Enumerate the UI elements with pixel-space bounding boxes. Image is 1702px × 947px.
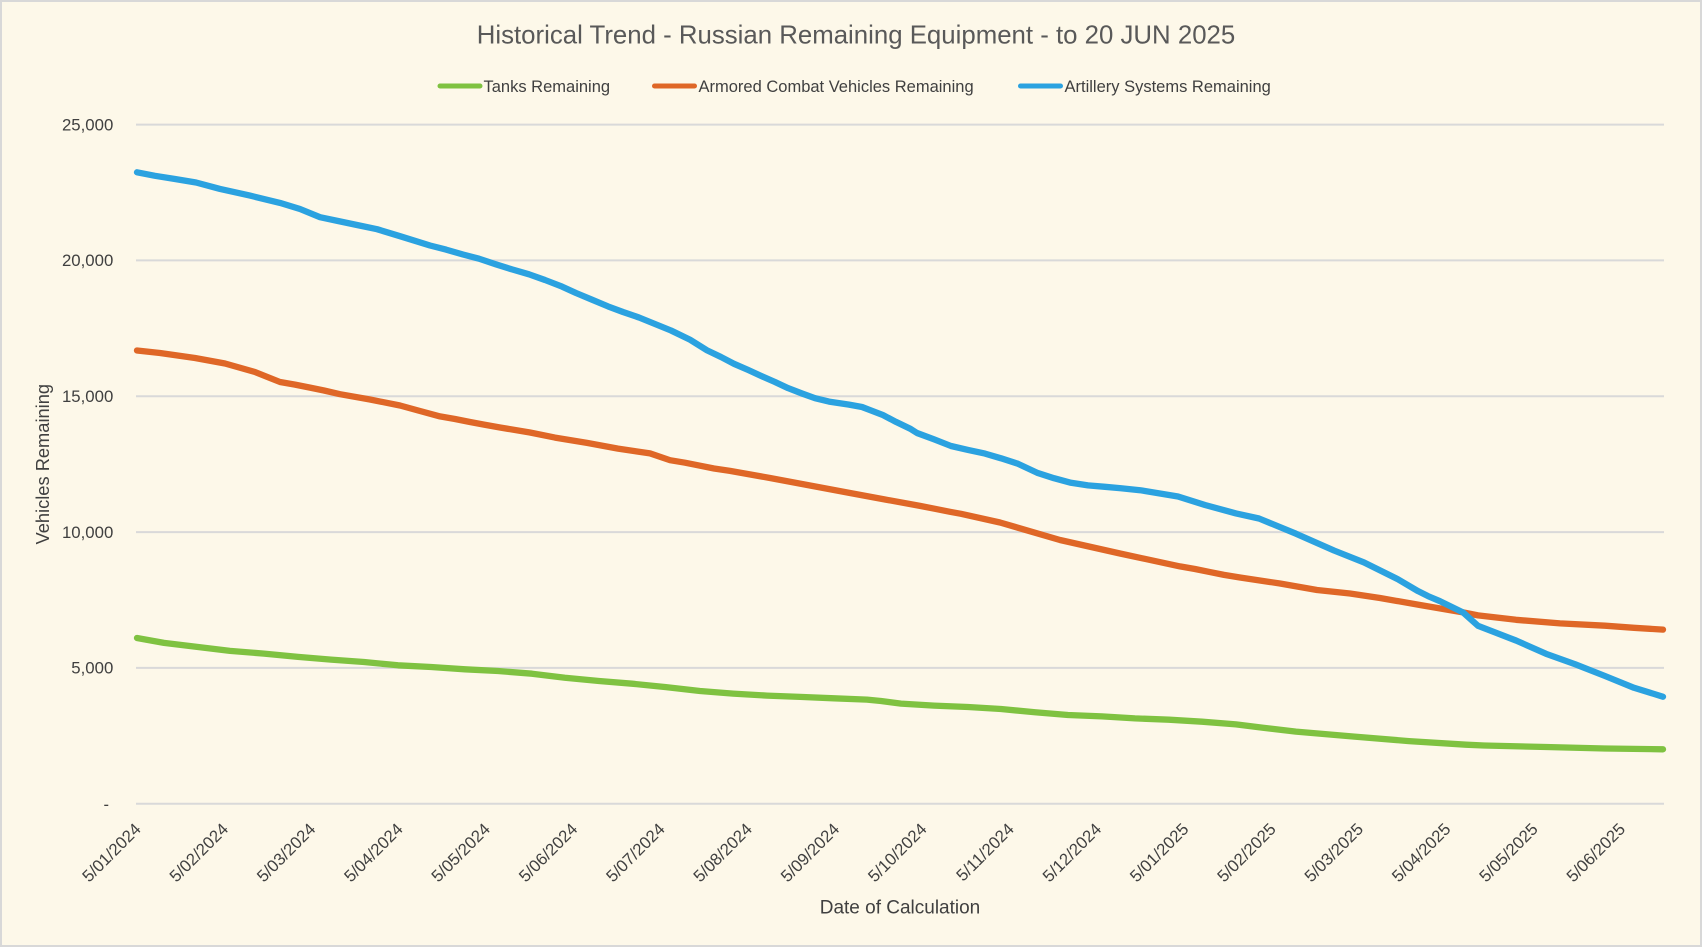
- svg-text:10,000: 10,000: [62, 523, 113, 542]
- svg-text:Armored Combat Vehicles Remain: Armored Combat Vehicles Remaining: [699, 78, 974, 96]
- svg-text:25,000: 25,000: [62, 115, 113, 134]
- svg-text:Artillery Systems Remaining: Artillery Systems Remaining: [1065, 78, 1271, 96]
- svg-text:15,000: 15,000: [62, 387, 113, 406]
- svg-text:20,000: 20,000: [62, 251, 113, 270]
- svg-text:Tanks Remaining: Tanks Remaining: [484, 78, 611, 96]
- svg-text:-: -: [104, 796, 110, 814]
- svg-text:5,000: 5,000: [71, 659, 113, 678]
- svg-text:Historical Trend - Russian Rem: Historical Trend - Russian Remaining Equ…: [477, 21, 1236, 49]
- svg-text:Date of Calculation: Date of Calculation: [820, 898, 981, 919]
- svg-text:Vehicles Remaining: Vehicles Remaining: [32, 384, 53, 545]
